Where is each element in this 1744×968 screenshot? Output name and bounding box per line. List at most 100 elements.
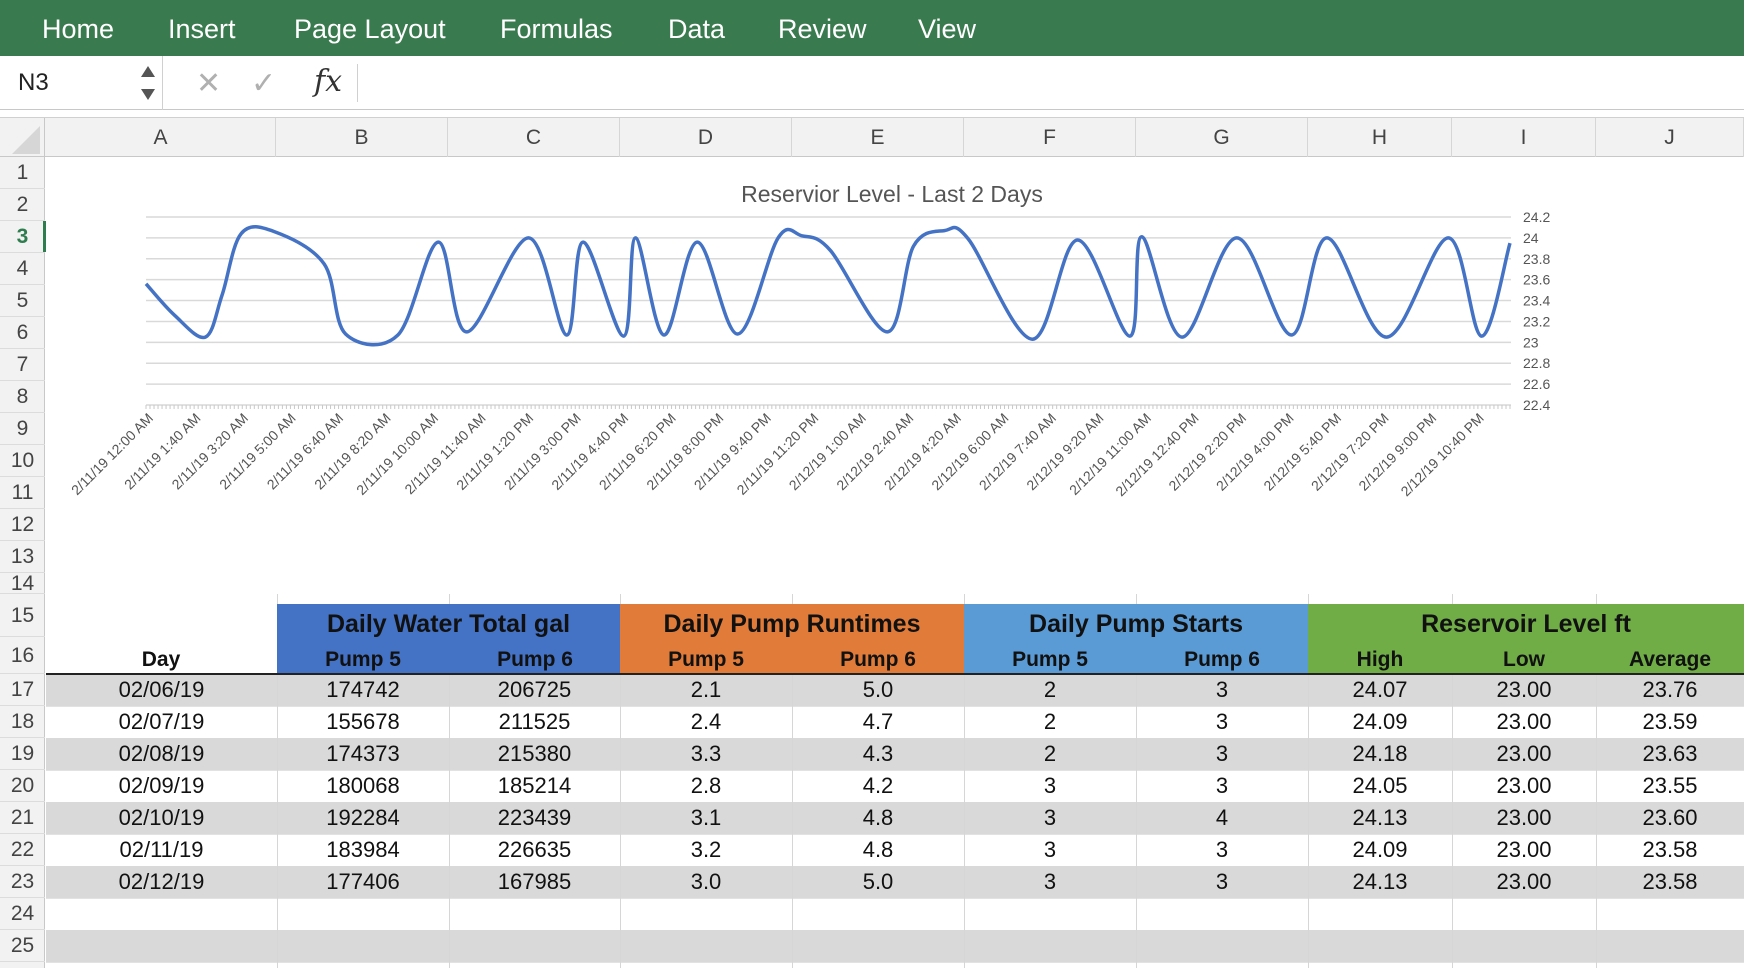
table-cell[interactable]: 177406 <box>326 869 400 894</box>
row-header-24[interactable]: 24 <box>0 898 45 930</box>
table-cell[interactable]: 23.00 <box>1496 677 1552 702</box>
column-header-f[interactable]: F <box>964 118 1136 158</box>
table-cell[interactable]: 24.18 <box>1352 741 1408 766</box>
header-starts-pump6[interactable]: Pump 6 <box>1184 648 1260 671</box>
table-cell[interactable]: 185214 <box>497 773 572 798</box>
row-header-11[interactable]: 11 <box>0 477 45 509</box>
table-cell[interactable]: 24.13 <box>1352 805 1408 830</box>
column-header-b[interactable]: B <box>276 118 448 158</box>
table-cell[interactable]: 3 <box>1043 837 1057 862</box>
table-cell[interactable]: 215380 <box>497 741 572 766</box>
column-header-g[interactable]: G <box>1136 118 1308 158</box>
row-header-4[interactable]: 4 <box>0 253 45 285</box>
row-header-7[interactable]: 7 <box>0 349 45 381</box>
cell-day[interactable]: 02/06/19 <box>118 677 205 702</box>
table-cell[interactable]: 23.00 <box>1496 741 1552 766</box>
table-cell[interactable]: 3 <box>1215 837 1229 862</box>
row-header-17[interactable]: 17 <box>0 674 45 706</box>
cell-day[interactable]: 02/09/19 <box>118 773 205 798</box>
select-all-corner[interactable] <box>0 118 45 158</box>
cell-day[interactable]: 02/10/19 <box>118 805 205 830</box>
row-header-15[interactable]: 15 <box>0 594 45 637</box>
header-level-average[interactable]: Average <box>1628 648 1712 671</box>
table-cell[interactable]: 206725 <box>497 677 572 702</box>
cell-day[interactable]: 02/12/19 <box>118 869 205 894</box>
close-icon[interactable]: ✕ <box>196 67 222 100</box>
row-header-5[interactable]: 5 <box>0 285 45 317</box>
column-header-c[interactable]: C <box>448 118 620 158</box>
row-header-25[interactable]: 25 <box>0 930 45 962</box>
row-header-12[interactable]: 12 <box>0 509 45 541</box>
arrow-up-icon[interactable] <box>141 66 155 77</box>
table-cell[interactable]: 5.0 <box>862 869 894 894</box>
table-cell[interactable]: 4.2 <box>862 773 894 798</box>
header-level-low[interactable]: Low <box>1503 648 1545 671</box>
table-cell[interactable]: 3.1 <box>690 805 722 830</box>
table-cell[interactable]: 3 <box>1215 677 1229 702</box>
row-header-6[interactable]: 6 <box>0 317 45 349</box>
header-starts-pump5[interactable]: Pump 5 <box>1012 648 1088 671</box>
row-header-13[interactable]: 13 <box>0 541 45 573</box>
check-icon[interactable]: ✓ <box>251 67 277 100</box>
table-cell[interactable]: 23.00 <box>1496 837 1552 862</box>
row-header-1[interactable]: 1 <box>0 157 45 189</box>
cell-day[interactable]: 02/07/19 <box>118 709 205 734</box>
table-cell[interactable]: 23.76 <box>1642 677 1698 702</box>
tab-page-layout[interactable]: Page Layout <box>294 14 446 44</box>
table-cell[interactable]: 3 <box>1215 709 1229 734</box>
table-cell[interactable]: 223439 <box>497 805 572 830</box>
name-box[interactable]: N3 <box>0 56 163 110</box>
column-header-h[interactable]: H <box>1308 118 1452 158</box>
formula-input[interactable] <box>370 64 1730 102</box>
header-level-high[interactable]: High <box>1356 648 1404 671</box>
table-cell[interactable]: 23.63 <box>1642 741 1698 766</box>
table-cell[interactable]: 3 <box>1215 869 1229 894</box>
tab-home[interactable]: Home <box>42 14 115 44</box>
table-cell[interactable]: 180068 <box>326 773 400 798</box>
row-header-19[interactable]: 19 <box>0 738 45 770</box>
row-header-20[interactable]: 20 <box>0 770 45 802</box>
row-header-2[interactable]: 2 <box>0 189 45 221</box>
table-cell[interactable]: 2.4 <box>690 709 722 734</box>
table-cell[interactable]: 24.13 <box>1352 869 1408 894</box>
table-cell[interactable]: 2.1 <box>690 677 722 702</box>
header-day[interactable]: Day <box>141 648 181 671</box>
header-water-pump5[interactable]: Pump 5 <box>325 648 401 671</box>
table-cell[interactable]: 3 <box>1043 773 1057 798</box>
header-runtime-pump5[interactable]: Pump 5 <box>668 648 744 671</box>
table-cell[interactable]: 3.3 <box>690 741 722 766</box>
row-header-3[interactable]: 3 <box>0 221 46 253</box>
tab-insert[interactable]: Insert <box>168 14 236 44</box>
tab-review[interactable]: Review <box>778 14 867 44</box>
table-cell[interactable]: 4.3 <box>862 741 894 766</box>
cell-day[interactable]: 02/08/19 <box>118 741 205 766</box>
table-cell[interactable]: 2 <box>1043 677 1057 702</box>
column-header-a[interactable]: A <box>46 118 276 158</box>
table-cell[interactable]: 2.8 <box>690 773 722 798</box>
row-header-14[interactable]: 14 <box>0 573 45 594</box>
name-box-spinner[interactable] <box>141 64 159 102</box>
table-cell[interactable]: 23.59 <box>1642 709 1698 734</box>
table-cell[interactable]: 174742 <box>326 677 400 702</box>
tab-view[interactable]: View <box>918 14 977 44</box>
row-header-16[interactable]: 16 <box>0 637 45 674</box>
header-water-pump6[interactable]: Pump 6 <box>497 648 573 671</box>
table-cell[interactable]: 23.55 <box>1642 773 1698 798</box>
table-cell[interactable]: 155678 <box>326 709 400 734</box>
table-cell[interactable]: 183984 <box>326 837 400 862</box>
table-cell[interactable]: 3 <box>1043 805 1057 830</box>
column-header-i[interactable]: I <box>1452 118 1596 158</box>
arrow-down-icon[interactable] <box>141 89 155 100</box>
table-cell[interactable]: 23.00 <box>1496 869 1552 894</box>
table-cell[interactable]: 4.8 <box>862 805 894 830</box>
table-cell[interactable]: 2 <box>1043 741 1057 766</box>
table-cell[interactable]: 3 <box>1215 741 1229 766</box>
row-header-9[interactable]: 9 <box>0 413 45 445</box>
table-cell[interactable]: 3 <box>1043 869 1057 894</box>
row-header-10[interactable]: 10 <box>0 445 45 477</box>
table-cell[interactable]: 211525 <box>498 709 571 734</box>
table-cell[interactable]: 2 <box>1043 709 1057 734</box>
table-cell[interactable]: 24.09 <box>1352 709 1408 734</box>
table-cell[interactable]: 4.8 <box>862 837 894 862</box>
row-header-18[interactable]: 18 <box>0 706 45 738</box>
